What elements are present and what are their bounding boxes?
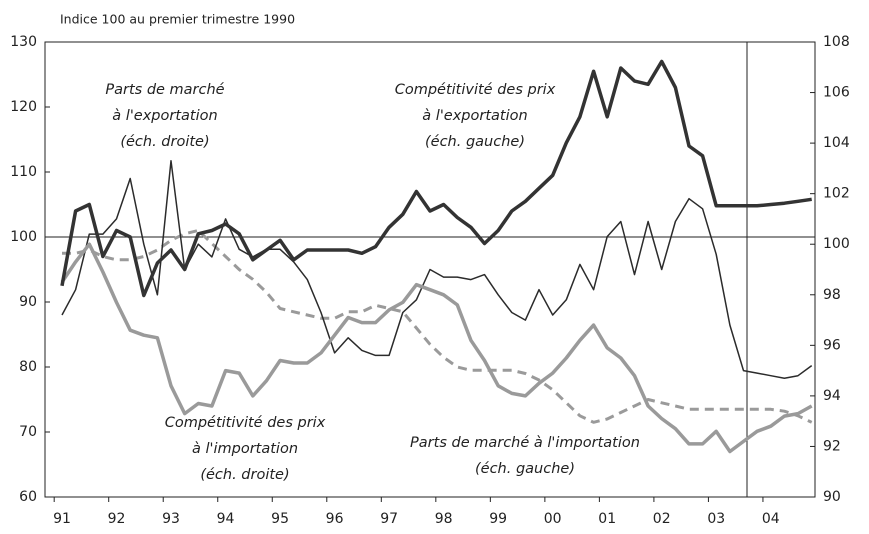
y2-tick-label: 98 xyxy=(823,287,841,303)
y-tick-label: 110 xyxy=(10,164,37,180)
annotation: (éch. gauche) xyxy=(425,134,525,150)
annotation: (éch. droite) xyxy=(120,134,209,150)
x-tick-label: 91 xyxy=(53,511,71,527)
x-tick-label: 93 xyxy=(162,511,180,527)
x-tick-label: 92 xyxy=(108,511,126,527)
x-tick-label: 99 xyxy=(489,511,507,527)
x-tick-label: 03 xyxy=(707,511,725,527)
annotation: Compétitivité des prix xyxy=(395,82,556,98)
x-tick-label: 98 xyxy=(435,511,453,527)
y2-tick-label: 94 xyxy=(823,388,841,404)
annotation: Parts de marché xyxy=(105,82,224,98)
y2-tick-label: 92 xyxy=(823,438,841,454)
y-tick-label: 60 xyxy=(19,489,37,505)
x-tick-label: 94 xyxy=(217,511,235,527)
series-line xyxy=(61,160,813,379)
annotation: Parts de marché à l'importation xyxy=(410,435,640,451)
annotation: à l'exportation xyxy=(112,108,217,124)
plot-frame xyxy=(44,41,816,498)
y2-tick-label: 104 xyxy=(823,135,850,151)
x-tick-label: 02 xyxy=(653,511,671,527)
x-tick-label: 04 xyxy=(762,511,780,527)
series-line xyxy=(62,229,813,424)
y2-tick-label: 102 xyxy=(823,186,850,202)
x-tick-label: 96 xyxy=(326,511,344,527)
subtitle: Indice 100 au premier trimestre 1990 xyxy=(60,12,295,27)
y-tick-label: 80 xyxy=(19,359,37,375)
x-tick-label: 00 xyxy=(544,511,562,527)
y-tick-label: 120 xyxy=(10,99,37,115)
y2-tick-label: 106 xyxy=(823,85,850,101)
annotation: (éch. gauche) xyxy=(475,461,575,477)
y-tick-label: 70 xyxy=(19,424,37,440)
y-tick-label: 90 xyxy=(19,294,37,310)
annotation: à l'importation xyxy=(192,441,298,457)
y2-tick-label: 96 xyxy=(823,337,841,353)
y2-tick-label: 100 xyxy=(823,236,850,252)
series-line xyxy=(60,59,812,298)
x-tick-label: 97 xyxy=(380,511,398,527)
x-tick-label: 95 xyxy=(271,511,289,527)
x-tick-label: 01 xyxy=(598,511,616,527)
annotation: Compétitivité des prix xyxy=(165,415,326,431)
y-tick-label: 100 xyxy=(10,229,37,245)
y2-tick-label: 108 xyxy=(823,34,850,50)
y2-tick-label: 90 xyxy=(823,489,841,505)
series-line xyxy=(60,242,813,454)
annotation: à l'exportation xyxy=(422,108,527,124)
annotation: (éch. droite) xyxy=(200,467,289,483)
y-tick-label: 130 xyxy=(10,34,37,50)
